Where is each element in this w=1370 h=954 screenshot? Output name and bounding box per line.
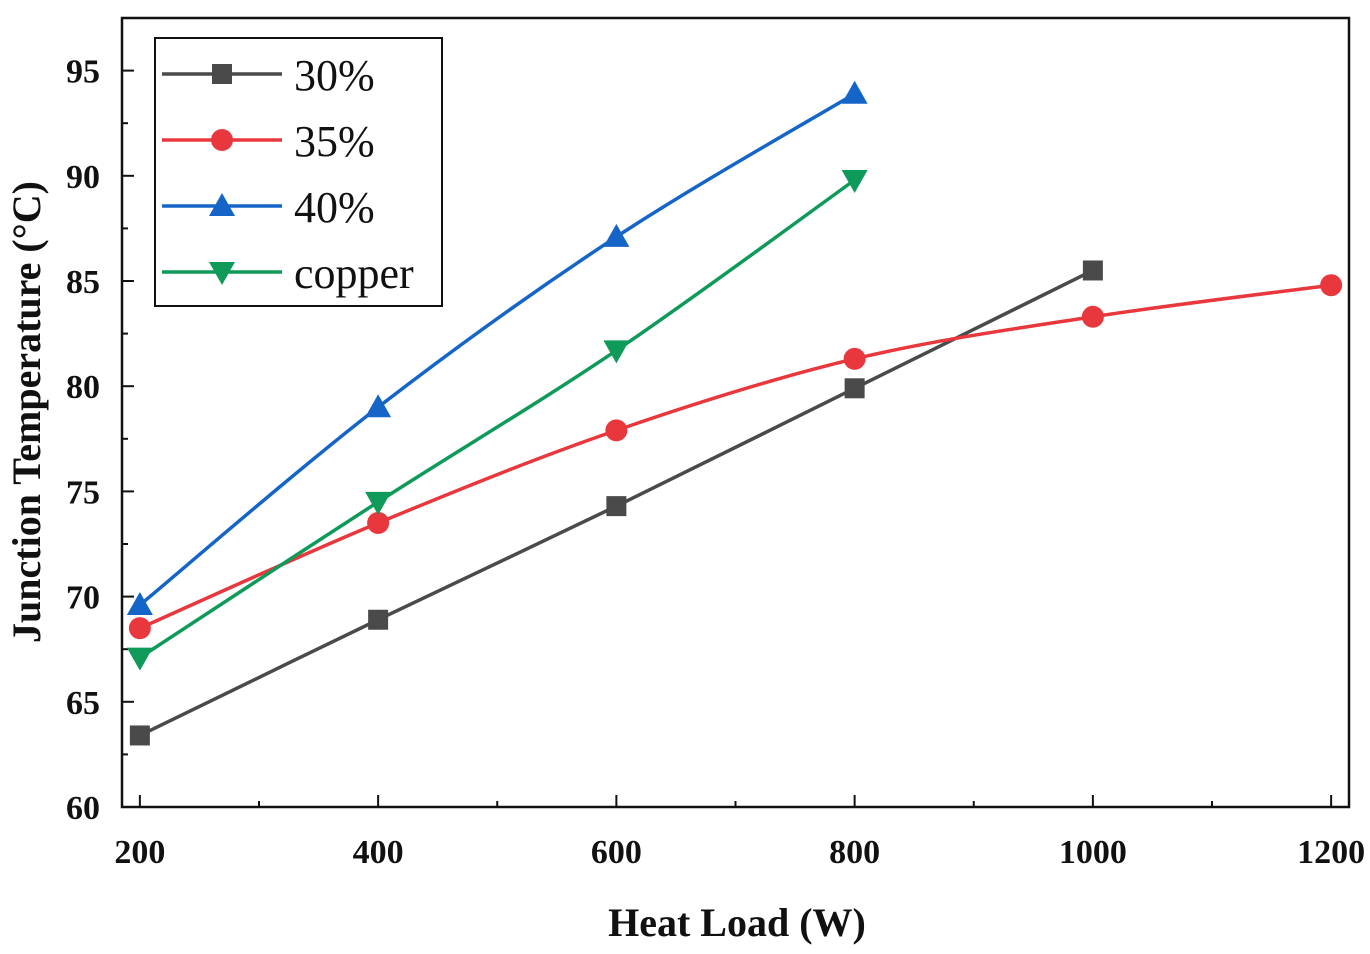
series-line-copper [138, 178, 856, 660]
x-axis-title: Heat Load (W) [608, 900, 866, 945]
legend-box [154, 37, 443, 307]
x-tick-label: 600 [591, 834, 642, 871]
data-point-30-pct [606, 496, 627, 517]
x-tick-label: 1000 [1059, 834, 1127, 871]
data-point-35-pct [1081, 305, 1104, 328]
data-point-40-pct [365, 394, 392, 418]
y-tick-label: 80 [66, 369, 100, 406]
data-point-40-pct [126, 592, 153, 616]
data-point-30-pct [1082, 260, 1103, 281]
data-point-35-pct [367, 511, 390, 534]
data-point-35-pct [1320, 274, 1343, 297]
series-line-40-pct [138, 92, 856, 607]
data-point-40-pct [841, 80, 868, 104]
data-point-copper [365, 491, 392, 515]
legend-label-35-pct: 35% [294, 117, 375, 166]
y-axis-title: Junction Temperature (°C) [4, 181, 49, 643]
legend-marker-35-pct [211, 129, 233, 151]
y-tick-label: 95 [66, 54, 100, 91]
legend-label-copper: copper [294, 249, 414, 298]
x-tick-label: 1200 [1297, 834, 1365, 871]
y-tick-label: 75 [66, 474, 100, 511]
y-tick-label: 85 [66, 264, 100, 301]
data-point-30-pct [844, 378, 865, 399]
data-point-30-pct [368, 609, 389, 630]
y-tick-label: 70 [66, 580, 100, 617]
data-point-30-pct [129, 725, 150, 746]
x-tick-label: 800 [829, 834, 880, 871]
y-tick-label: 90 [66, 159, 100, 196]
data-point-copper [126, 647, 153, 671]
legend-marker-40-pct [209, 193, 235, 216]
data-point-copper [841, 170, 868, 194]
series-markers [126, 80, 1343, 746]
data-point-copper [603, 340, 630, 364]
legend-label-40-pct: 40% [294, 183, 375, 232]
y-tick-label: 65 [66, 685, 100, 722]
y-tick-label: 60 [66, 790, 100, 827]
legend-marker-copper [209, 262, 235, 285]
data-point-35-pct [605, 419, 628, 442]
legend: 30% 35% 40% copper [154, 37, 443, 307]
data-point-35-pct [843, 347, 866, 370]
data-point-40-pct [603, 223, 630, 247]
x-tick-label: 400 [353, 834, 404, 871]
series-line-35-pct [139, 283, 1332, 630]
legend-label-30-pct: 30% [294, 51, 375, 100]
data-point-35-pct [128, 617, 151, 640]
axis-ticks: 200 400 600 800 1000 1200 60 65 70 75 80 85 90 95 [66, 17, 1365, 871]
legend-marker-30-pct [212, 64, 232, 84]
x-tick-label: 200 [114, 834, 165, 871]
